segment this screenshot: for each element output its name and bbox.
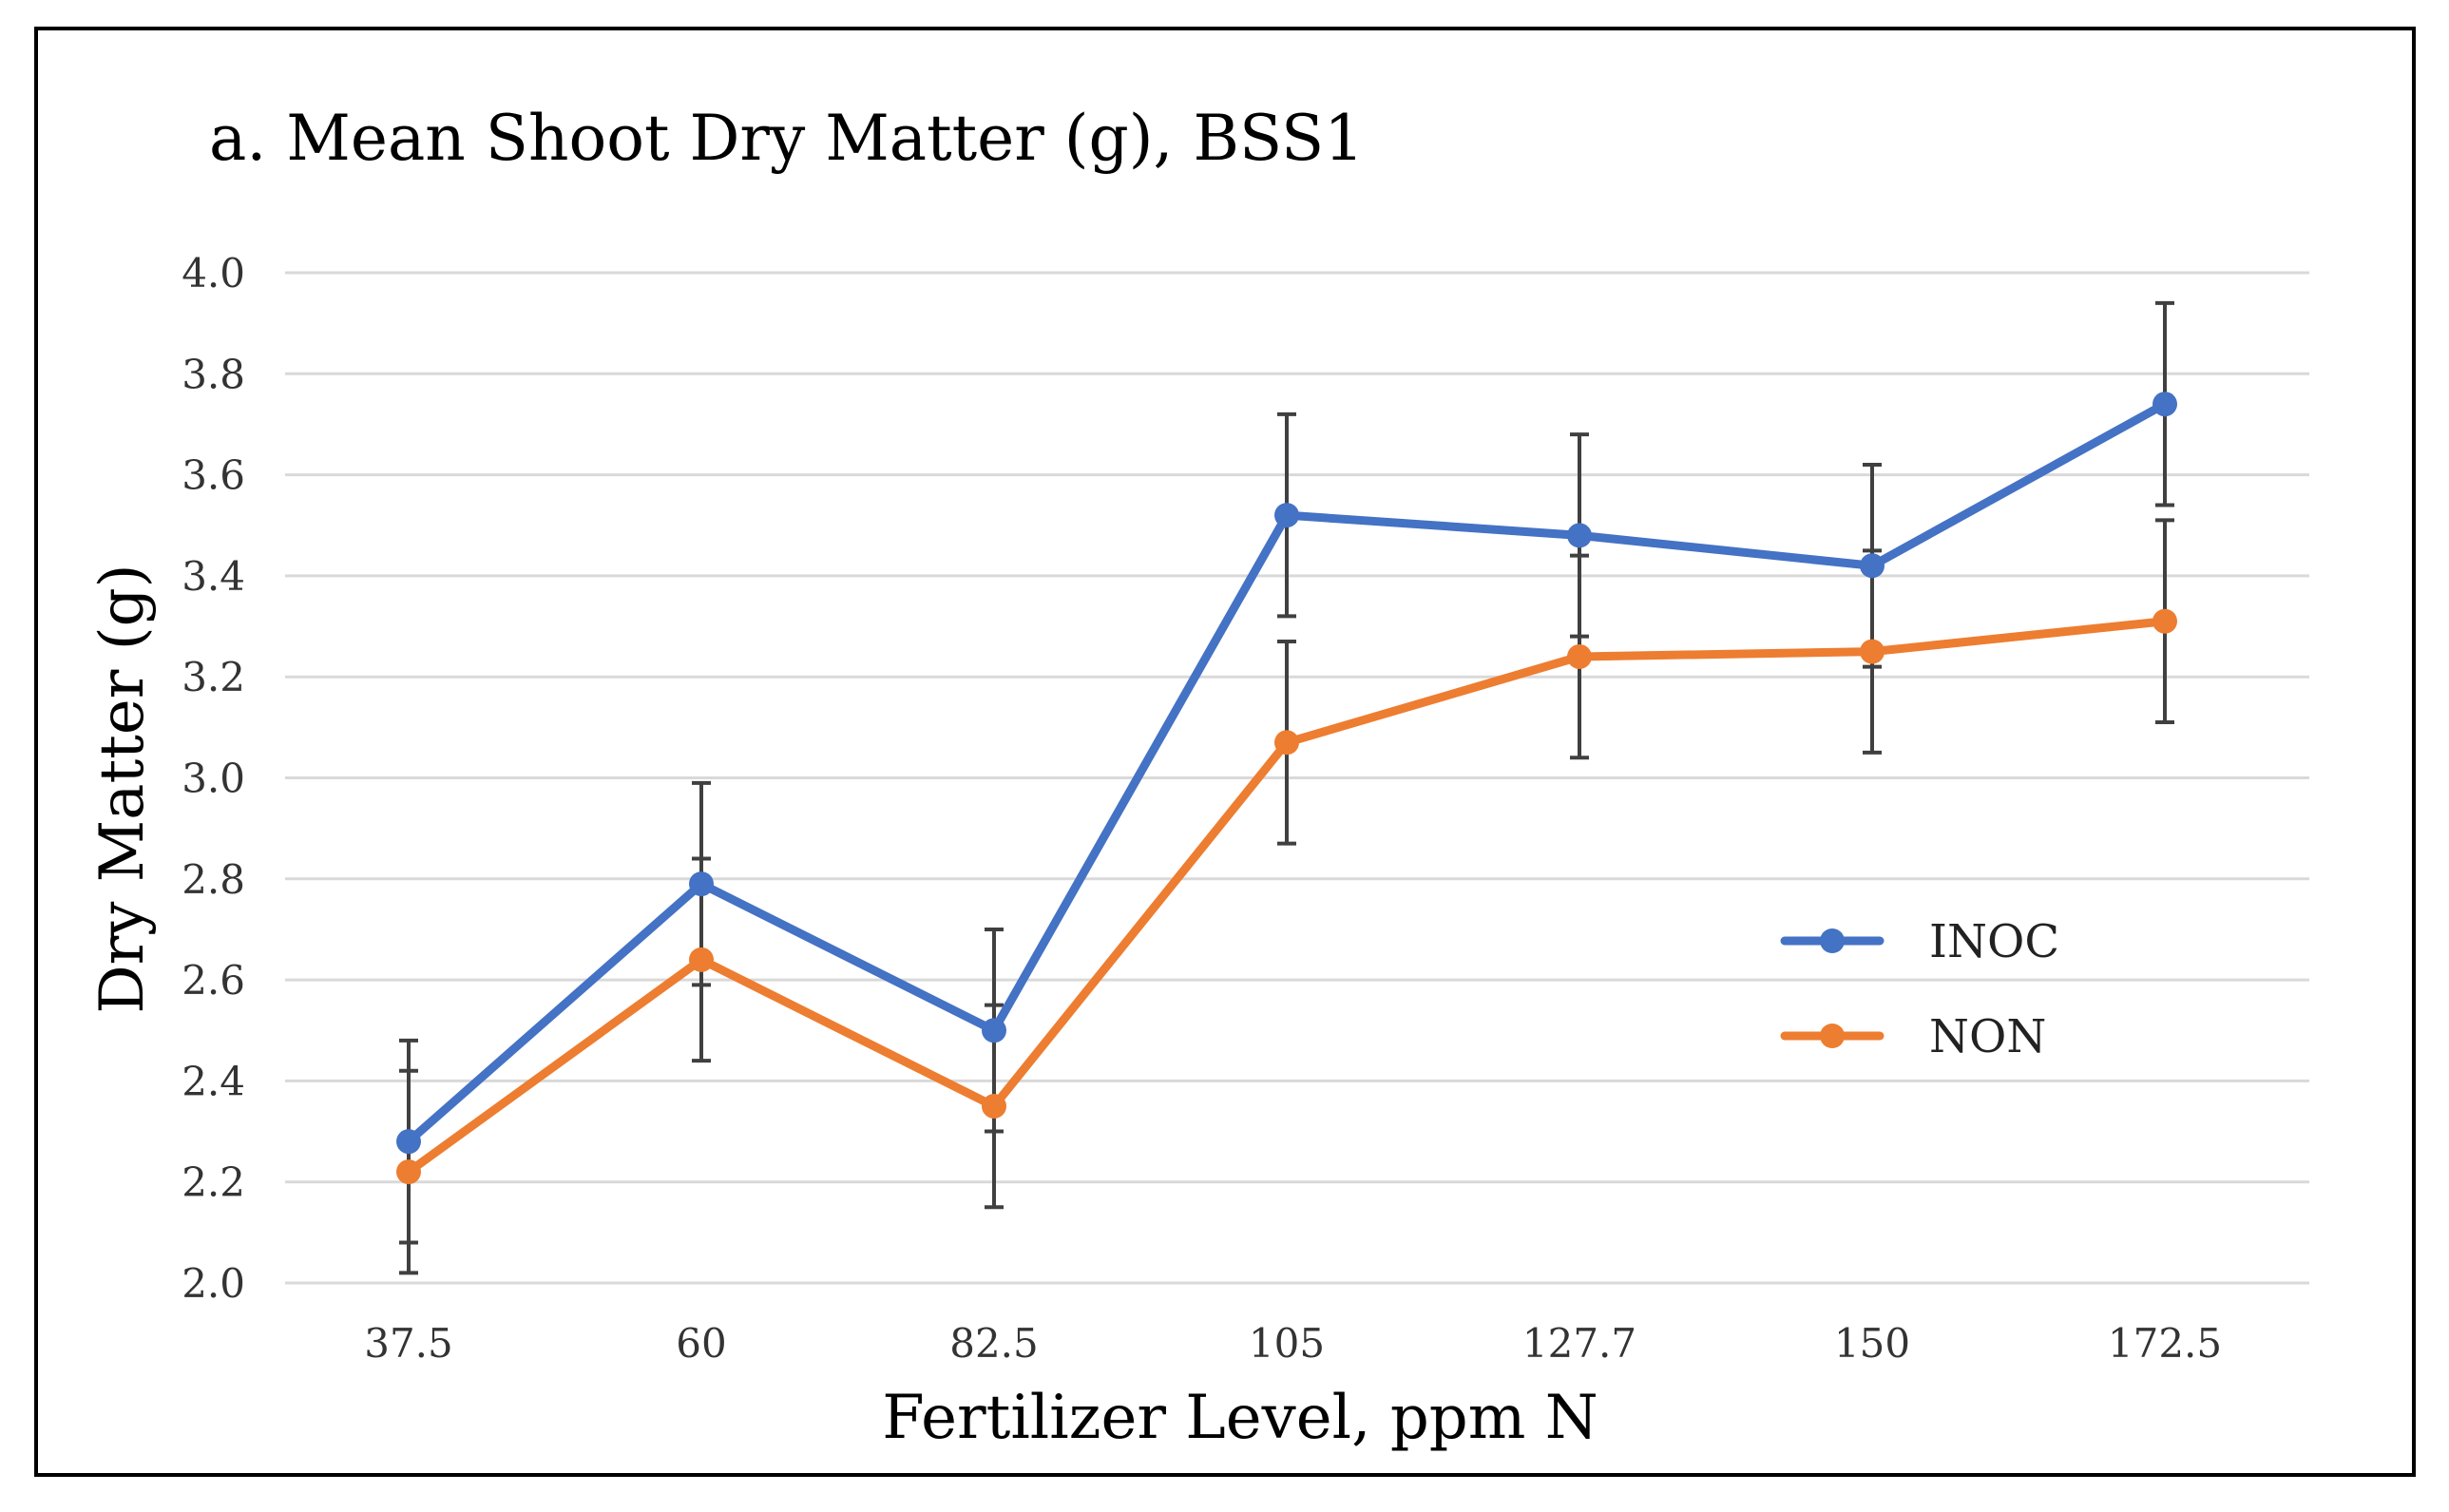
data-point-non [1274, 730, 1299, 756]
data-point-non [982, 1093, 1006, 1119]
y-tick-label: 2.2 [182, 1159, 245, 1206]
x-axis-ticks: 37.5 60 82.5 105 127.7 150 172.5 [364, 1320, 2222, 1367]
data-point-inoc [1274, 503, 1299, 528]
chart-title: a. Mean Shoot Dry Matter (g), BSS1 [209, 102, 1364, 175]
y-tick-label: 3.2 [182, 654, 245, 700]
x-tick-label: 82.5 [949, 1320, 1039, 1367]
data-point-inoc [982, 1018, 1006, 1043]
data-point-non [1860, 639, 1885, 664]
y-tick-label: 3.0 [182, 756, 245, 802]
data-point-inoc [689, 871, 714, 897]
legend-entry-inoc: INOC [1780, 915, 2059, 968]
y-tick-label: 3.4 [182, 553, 245, 600]
y-tick-label: 3.8 [182, 351, 245, 397]
legend-entry-non: NON [1780, 1010, 2046, 1063]
y-axis-ticks: 2.0 2.2 2.4 2.6 2.8 3.0 3.2 3.4 3.6 3.8 4.0 [182, 250, 245, 1307]
x-tick-label: 150 [1834, 1320, 1910, 1367]
data-point-inoc [1860, 553, 1885, 579]
data-point-inoc [1567, 523, 1592, 548]
legend-marker [1820, 928, 1845, 953]
legend: INOC NON [1780, 915, 2059, 1063]
x-axis-title: Fertilizer Level, ppm N [882, 1383, 1598, 1453]
y-axis-title: Dry Matter (g) [87, 564, 158, 1013]
y-tick-label: 4.0 [182, 250, 245, 297]
series-points [396, 392, 2177, 1185]
y-tick-label: 2.6 [182, 957, 245, 1004]
legend-label: NON [1929, 1010, 2046, 1063]
data-point-non [689, 947, 714, 972]
x-tick-label: 127.7 [1522, 1320, 1636, 1367]
y-tick-label: 3.6 [182, 452, 245, 499]
error-bars [399, 300, 2174, 1275]
y-tick-label: 2.4 [182, 1058, 245, 1104]
data-point-inoc [396, 1129, 421, 1155]
data-point-inoc [2152, 392, 2177, 417]
y-tick-label: 2.0 [182, 1260, 245, 1307]
data-point-non [396, 1159, 421, 1185]
x-tick-label: 172.5 [2108, 1320, 2222, 1367]
legend-marker [1820, 1024, 1845, 1048]
gridlines [285, 271, 2309, 1285]
data-point-non [2152, 608, 2177, 634]
data-point-non [1567, 643, 1592, 669]
x-tick-label: 105 [1249, 1320, 1325, 1367]
x-tick-label: 60 [676, 1320, 726, 1367]
y-tick-label: 2.8 [182, 856, 245, 903]
x-tick-label: 37.5 [364, 1320, 453, 1367]
legend-label: INOC [1929, 915, 2059, 968]
chart-frame [34, 27, 2416, 1477]
